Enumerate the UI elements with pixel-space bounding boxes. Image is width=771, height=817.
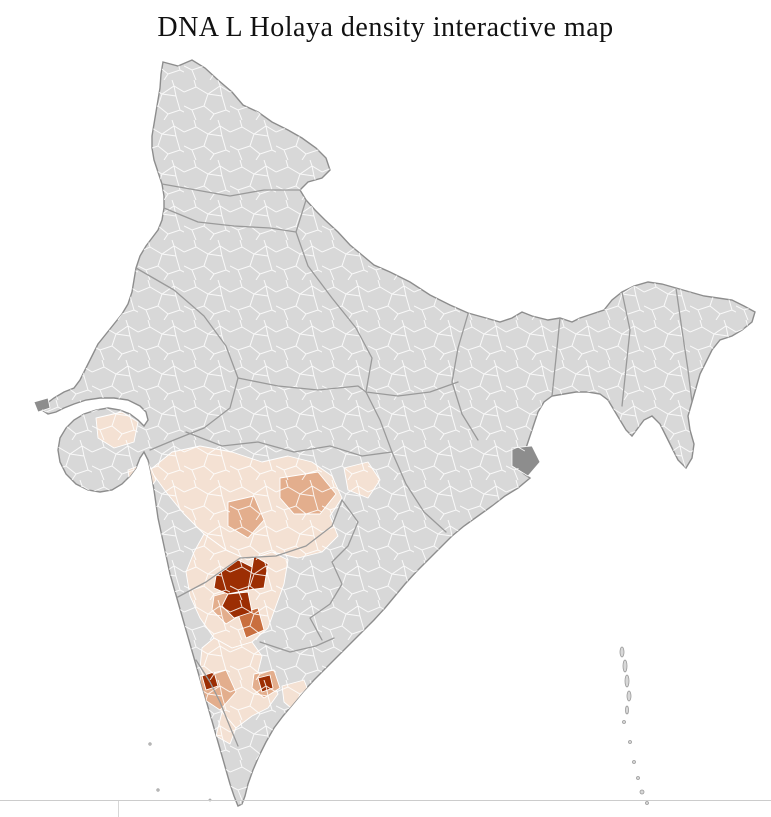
nicobar-island <box>632 760 636 764</box>
andaman-island <box>619 646 625 658</box>
bottom-divider <box>0 800 771 801</box>
state-borders-layer <box>135 183 693 747</box>
andaman-island <box>622 720 626 724</box>
andaman-island <box>622 659 628 673</box>
district-grid <box>42 60 755 806</box>
andaman-island <box>625 705 629 715</box>
islands-layer <box>148 646 649 805</box>
bottom-corner-panel <box>0 801 119 817</box>
nicobar-island <box>645 801 649 805</box>
lakshadweep-island <box>148 742 152 746</box>
andaman-island <box>626 690 632 702</box>
nicobar-island <box>639 789 645 795</box>
lakshadweep-island <box>156 788 160 792</box>
page-title: DNA L Holaya density interactive map <box>157 12 614 43</box>
nicobar-island <box>636 776 640 780</box>
andaman-island <box>624 674 630 688</box>
nicobar-island <box>628 740 632 744</box>
